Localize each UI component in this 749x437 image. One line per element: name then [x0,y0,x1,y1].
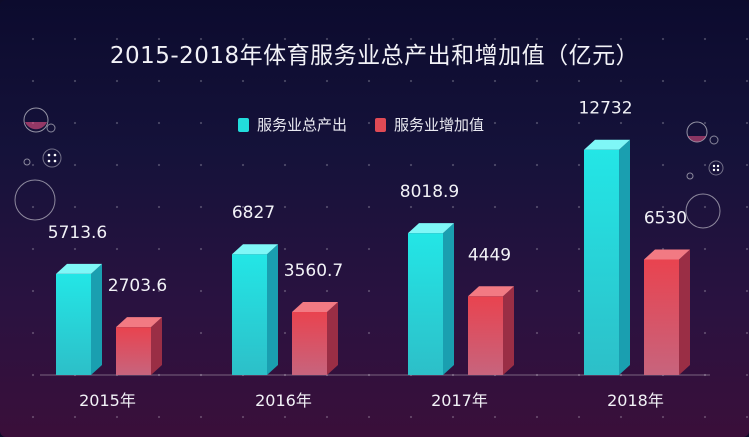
bar-top [232,244,278,255]
bar-output-1 [56,263,102,375]
bar-top [584,139,630,150]
x-tick-label-1: 2015年 [79,391,136,410]
data-label-output-3: 8018.9 [400,182,459,202]
bar-front [408,233,443,375]
legend-item-value-added: 服务业增加值 [375,114,484,135]
bar-top [644,249,690,260]
x-tick-label-2: 2016年 [255,391,312,410]
bar-front [116,327,151,375]
bar-value-added-1 [116,317,162,375]
bar-top [408,223,454,234]
x-tick-label-4: 2018年 [607,391,664,410]
bar-side [443,223,454,375]
bar-front [584,149,619,375]
bar-side [503,286,514,375]
bar-top [56,263,102,274]
bar-side [151,317,162,375]
bar-output-2 [232,244,278,375]
bar-front [644,259,679,375]
bar-top [292,302,338,313]
bar-top [468,286,514,297]
bar-front [232,254,267,375]
data-label-value-added-4: 6530 [644,208,687,228]
x-tick-label-3: 2017年 [431,391,488,410]
bar-output-4 [584,139,630,375]
chart-title: 2015-2018年体育服务业总产出和增加值（亿元） [109,43,640,69]
bar-front [468,296,503,375]
data-label-output-2: 6827 [232,203,275,223]
bar-value-added-4 [644,249,690,375]
bar-side [267,244,278,375]
bar-side [619,139,630,375]
legend-item-output: 服务业总产出 [238,114,347,135]
bar-value-added-2 [292,302,338,375]
data-label-value-added-1: 2703.6 [108,276,167,296]
data-label-output-4: 12732 [578,99,632,119]
bar-side [679,249,690,375]
bar-front [56,273,91,375]
bar-top [116,317,162,328]
legend-swatch-output [238,117,249,132]
legend: 服务业总产出 服务业增加值 [238,114,484,135]
bar-side [327,302,338,375]
legend-swatch-value-added [375,117,387,132]
bar-value-added-3 [468,286,514,375]
bar-front [292,312,327,375]
data-label-output-1: 5713.6 [48,223,107,243]
legend-label-output: 服务业总产出 [257,116,348,134]
legend-label-value-added: 服务业增加值 [394,116,485,134]
data-label-value-added-2: 3560.7 [284,261,343,281]
bar-output-3 [408,223,454,375]
bar-side [91,263,102,375]
data-label-value-added-3: 4449 [468,245,511,265]
